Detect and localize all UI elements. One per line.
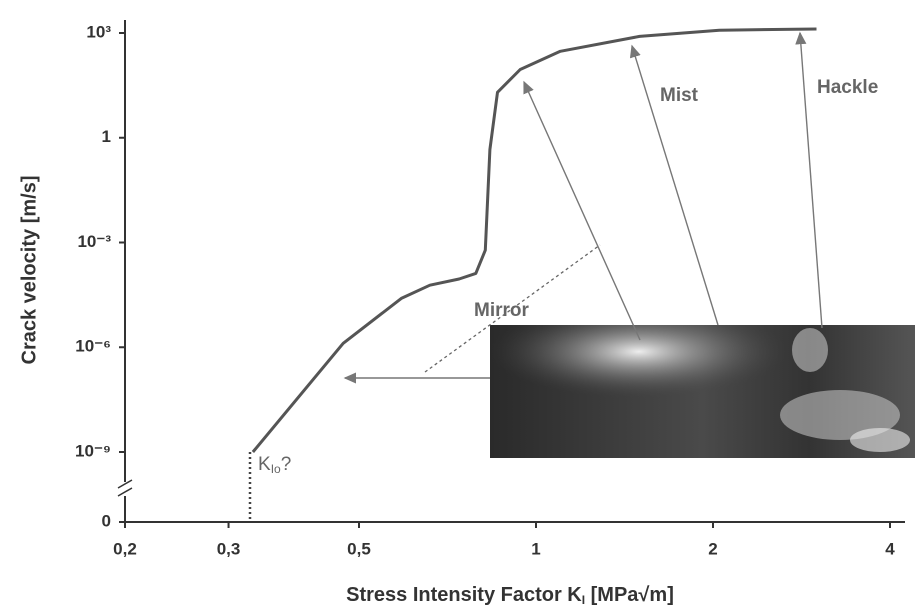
data-line xyxy=(251,27,817,453)
annotation: KIo? xyxy=(258,454,291,476)
y-tick-label: 1 xyxy=(102,127,111,146)
hackle-arrow xyxy=(795,31,823,329)
x-tick-label: 1 xyxy=(531,539,540,558)
x-tick-label: 0,2 xyxy=(113,539,137,558)
x-tick-label: 0,3 xyxy=(217,539,241,558)
x-axis-label: I xyxy=(582,593,585,607)
y-tick-label: 0 xyxy=(102,511,111,530)
dotted-line xyxy=(424,244,601,373)
fractograph xyxy=(490,325,915,458)
mirror-arrow xyxy=(523,80,641,341)
annotation: K xyxy=(258,454,271,475)
y-tick-label: 10⁻⁶ xyxy=(75,337,111,356)
annotation: Mirror xyxy=(474,300,530,321)
y-axis-label: Crack velocity [m/s] xyxy=(18,176,40,365)
x-axis-label: Stress Intensity Factor K xyxy=(346,584,582,606)
annotation: ? xyxy=(281,454,292,475)
axis-break xyxy=(117,479,133,497)
annotation: Hackle xyxy=(817,77,878,98)
x-tick-label: 0,5 xyxy=(347,539,371,558)
x-tick-label: 2 xyxy=(708,539,717,558)
x-tick-label: 4 xyxy=(885,539,895,558)
y-tick-label: 10⁻⁹ xyxy=(75,441,111,460)
mist-arrow xyxy=(629,44,719,326)
annotation: Io xyxy=(271,462,281,476)
x-axis-label: [MPa√m] xyxy=(585,584,674,606)
y-tick-label: 10³ xyxy=(86,22,111,41)
y-tick-label: 10⁻³ xyxy=(77,232,111,251)
x-axis-label: Stress Intensity Factor KI [MPa√m] xyxy=(346,584,674,607)
annotation: Mist xyxy=(660,85,699,106)
